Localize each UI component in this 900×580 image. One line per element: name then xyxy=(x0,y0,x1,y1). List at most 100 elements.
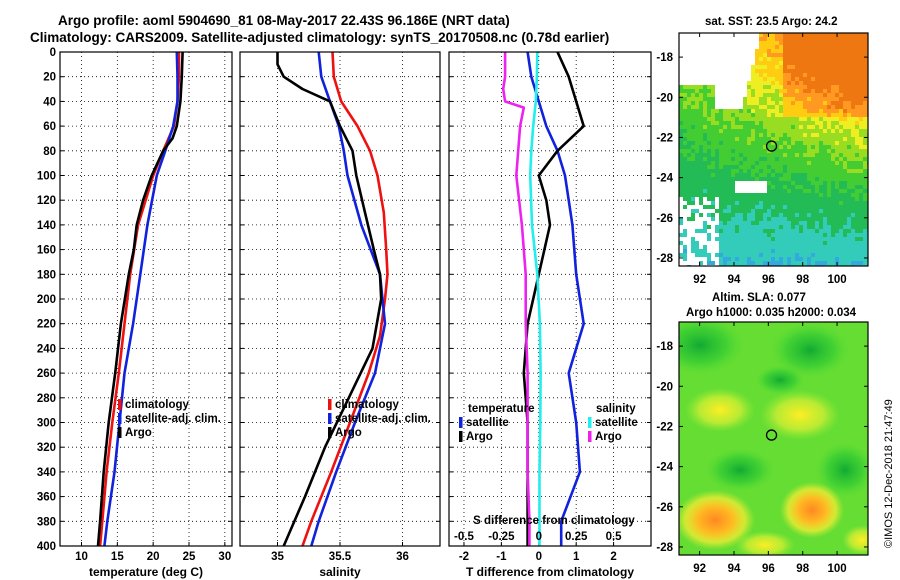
x-axis-label: T difference from climatology xyxy=(466,565,634,579)
legend-label: satellite-adj. clim. xyxy=(125,413,221,425)
salinity-panel: 35 35.5 36 salinity climatology satellite-adj… xyxy=(239,51,441,579)
map-x-tick-label: 98 xyxy=(796,563,809,575)
x-tick-label: -2 xyxy=(459,551,469,563)
map-x-tick-label: 94 xyxy=(728,563,741,575)
sst-map: sat. SST: 23.5 Argo: 24.2 92 94 96 98 100 -18… xyxy=(656,16,869,286)
s-tick-label: 0.5 xyxy=(606,531,623,543)
y-tick-label: 40 xyxy=(43,96,56,108)
x-tick-label: -1 xyxy=(496,551,507,563)
map-y-tick-label: -20 xyxy=(656,92,673,104)
series-line xyxy=(501,52,531,546)
legend-swatch xyxy=(459,417,463,428)
legend-swatch xyxy=(459,431,463,442)
difference-panel: -2 -1 0 1 2 T difference from climatology temp… xyxy=(448,51,652,579)
legend-label: climatology xyxy=(335,399,400,411)
legend-label: satellite-adj. clim. xyxy=(335,413,431,425)
series-line xyxy=(528,51,542,546)
map-x-tick-label: 98 xyxy=(796,274,809,286)
x-tick-label: 20 xyxy=(147,551,160,563)
legend-label: Argo xyxy=(466,431,493,443)
map-x-tick-label: 92 xyxy=(693,563,706,575)
s-tick-label: -0.5 xyxy=(454,531,474,543)
sla-map-axes: 92 94 96 98 100 -18 -20 -22 -24 -26 -28 xyxy=(656,322,868,575)
imos-timestamp: ©IMOS 12-Dec-2018 21:47:49 xyxy=(883,399,895,548)
plot-frame xyxy=(448,51,652,547)
x-tick-label: 0 xyxy=(536,551,542,563)
y-tick-label: 220 xyxy=(37,319,56,331)
s-tick-label: 0.25 xyxy=(565,531,588,543)
y-tick-label: 120 xyxy=(37,195,56,207)
y-tick-label: 80 xyxy=(43,146,56,158)
y-tick-label: 300 xyxy=(37,418,56,430)
map-y-tick-label: -22 xyxy=(656,132,673,144)
map-x-tick-label: 92 xyxy=(693,274,706,286)
legend-swatch xyxy=(118,399,122,410)
sst-map-title: sat. SST: 23.5 Argo: 24.2 xyxy=(705,16,838,28)
y-tick-label: 160 xyxy=(37,245,56,257)
x-tick-label: 15 xyxy=(111,551,124,563)
x-axis-label: salinity xyxy=(319,565,361,579)
x-tick-label: 2 xyxy=(610,551,616,563)
plot-frame xyxy=(59,51,233,547)
legend-swatch xyxy=(588,431,592,442)
legend-swatch xyxy=(328,427,332,438)
map-y-tick-label: -28 xyxy=(656,542,673,554)
map-x-tick-label: 96 xyxy=(762,274,775,286)
y-tick-label: 340 xyxy=(37,467,56,479)
map-y-tick-label: -26 xyxy=(656,502,673,514)
s-tick-label: -0.25 xyxy=(488,531,515,543)
legend-heading: salinity xyxy=(596,403,636,415)
y-tick-label: 200 xyxy=(37,294,56,306)
series-line xyxy=(276,52,383,547)
y-tick-label: 240 xyxy=(37,343,56,355)
y-tick-label: 60 xyxy=(43,121,56,133)
figure-title-line2: Climatology: CARS2009. Satellite-adjuste… xyxy=(30,30,609,45)
y-tick-label: 260 xyxy=(37,368,56,380)
x-tick-label: 25 xyxy=(183,551,196,563)
sla-map: Altim. SLA: 0.077 Argo h1000: 0.035 h200… xyxy=(656,292,869,575)
map-y-tick-label: -26 xyxy=(656,213,673,225)
legend-label: satellite xyxy=(466,417,509,429)
y-tick-label: 280 xyxy=(37,393,56,405)
y-tick-label: 180 xyxy=(37,269,56,281)
legend-swatch xyxy=(588,417,592,428)
sla-field xyxy=(679,322,868,555)
map-y-tick-label: -24 xyxy=(656,462,673,474)
x-axis-label: temperature (deg C) xyxy=(89,565,203,579)
figure-title-line1: Argo profile: aoml 5904690_81 08-May-201… xyxy=(58,13,510,28)
x-tick-label: 30 xyxy=(218,551,231,563)
x-tick-label: 35.5 xyxy=(329,551,352,563)
map-x-tick-label: 96 xyxy=(762,563,775,575)
y-tick-label: 0 xyxy=(50,47,56,59)
map-x-tick-label: 100 xyxy=(827,563,846,575)
legend-swatch xyxy=(118,427,122,438)
legend-label: climatology xyxy=(125,399,190,411)
x-tick-label: 1 xyxy=(573,551,580,563)
map-y-tick-label: -18 xyxy=(656,341,673,353)
x-tick-label: 35 xyxy=(271,551,284,563)
series-line xyxy=(526,51,586,546)
map-y-tick-label: -22 xyxy=(656,421,673,433)
legend-label: Argo xyxy=(595,431,622,443)
s-tick-label: 0 xyxy=(536,531,542,543)
map-y-tick-label: -28 xyxy=(656,253,673,265)
x-tick-label: 10 xyxy=(75,551,88,563)
legend-label: Argo xyxy=(125,427,152,439)
series-line xyxy=(96,51,184,547)
sst-argo-marker xyxy=(765,140,778,152)
sst-map-frame xyxy=(678,32,869,267)
sla-map-frame xyxy=(678,321,869,556)
map-y-tick-label: -18 xyxy=(656,52,673,64)
series-line xyxy=(103,51,179,547)
series-line xyxy=(301,51,389,547)
sla-argo-marker xyxy=(765,429,778,441)
y-tick-label: 400 xyxy=(37,541,56,553)
temperature-panel: 0 20 40 60 80 100 120 140 160 180 200 220 240 260 280 3… xyxy=(37,47,233,579)
y-tick-label: 360 xyxy=(37,492,56,504)
legend-swatch xyxy=(328,399,332,410)
legend-swatch xyxy=(118,413,122,424)
y-tick-label: 380 xyxy=(37,516,56,528)
y-tick-label: 140 xyxy=(37,220,56,232)
sla-map-subtitle: Argo h1000: 0.035 h2000: 0.034 xyxy=(686,307,857,319)
